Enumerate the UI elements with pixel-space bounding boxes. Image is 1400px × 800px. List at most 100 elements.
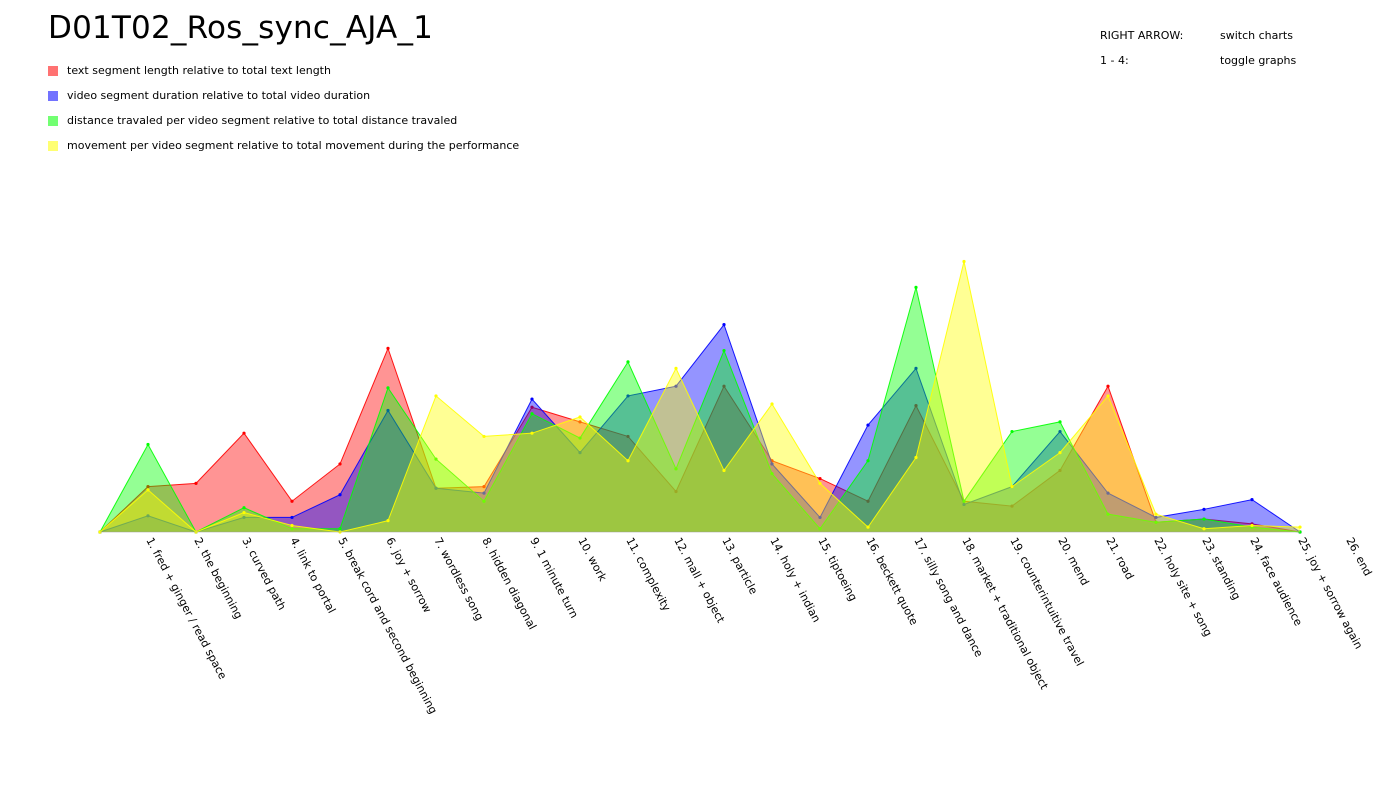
data-point	[818, 527, 822, 531]
data-point	[434, 486, 438, 490]
data-point	[290, 515, 294, 520]
tick-label: 24. face audience	[1247, 535, 1305, 628]
data-point	[482, 499, 486, 503]
data-point	[1250, 498, 1254, 502]
data-point	[722, 323, 726, 327]
tick-label: 5. break cord and second beginning	[335, 535, 439, 716]
data-point	[1154, 520, 1158, 524]
series-area	[100, 324, 1300, 532]
help-action: switch charts	[1220, 29, 1293, 42]
data-point	[386, 386, 390, 390]
series-line	[99, 287, 1301, 533]
help-row-toggle: 1 - 4: toggle graphs	[1100, 54, 1296, 79]
legend-item[interactable]: video segment duration relative to total…	[48, 83, 519, 108]
data-point	[578, 451, 582, 455]
data-point	[530, 431, 534, 435]
data-point	[866, 459, 870, 463]
tick-label: 1. fred + ginger / read space	[143, 535, 229, 681]
data-point	[962, 502, 966, 507]
data-point	[1202, 517, 1206, 521]
tick-label: 8. hidden diagonal	[479, 535, 539, 632]
tick-label: 15. tiptoeing	[815, 535, 859, 603]
data-point	[770, 472, 774, 476]
data-point	[290, 523, 294, 528]
tick-label: 26. end	[1343, 535, 1374, 578]
data-point	[530, 397, 534, 401]
data-point	[818, 476, 822, 481]
data-point	[722, 384, 726, 388]
data-point	[914, 366, 918, 370]
help-row-switch: RIGHT ARROW: switch charts	[1100, 29, 1296, 54]
data-point	[338, 462, 342, 466]
data-point	[1106, 394, 1110, 398]
data-point	[674, 467, 678, 471]
data-point	[338, 527, 342, 531]
data-point	[146, 442, 150, 447]
data-point	[146, 514, 150, 518]
data-point	[866, 525, 870, 529]
legend-swatch	[48, 115, 58, 126]
data-point	[290, 499, 294, 503]
help-key: 1 - 4:	[1100, 54, 1129, 67]
data-point	[146, 485, 150, 489]
help-action: toggle graphs	[1220, 54, 1297, 67]
series-line	[99, 261, 1301, 533]
data-point	[626, 394, 630, 398]
keyboard-help: RIGHT ARROW: switch charts 1 - 4: toggle…	[1100, 29, 1296, 79]
help-key: RIGHT ARROW:	[1100, 29, 1184, 42]
data-point	[1010, 429, 1014, 434]
legend-swatch	[48, 65, 58, 76]
data-point	[1058, 451, 1062, 455]
data-point	[1058, 468, 1062, 473]
data-point	[1154, 515, 1158, 520]
data-point	[1010, 504, 1014, 508]
data-point	[962, 259, 966, 264]
data-point	[242, 431, 246, 435]
data-point	[674, 366, 678, 370]
data-point	[866, 499, 870, 503]
data-point	[578, 420, 582, 424]
series-area	[100, 348, 1300, 532]
chart-title: D01T02_Ros_sync_AJA_1	[48, 10, 434, 46]
tick-label: 12. mall + object	[671, 535, 727, 625]
legend-swatch	[48, 140, 58, 151]
data-point	[770, 462, 774, 466]
data-point	[674, 384, 678, 388]
legend-item[interactable]: text segment length relative to total te…	[48, 58, 519, 83]
legend: text segment length relative to total te…	[48, 58, 519, 158]
tick-label: 18. market + traditional object	[959, 535, 1051, 692]
data-point	[914, 404, 918, 408]
data-point	[386, 408, 390, 413]
series-area	[100, 261, 1300, 532]
data-point	[914, 285, 918, 289]
data-point	[770, 402, 774, 406]
legend-item[interactable]: movement per video segment relative to t…	[48, 133, 519, 158]
data-point	[722, 348, 726, 353]
data-point	[386, 519, 390, 523]
data-point	[1106, 384, 1110, 388]
legend-item[interactable]: distance travaled per video segment rela…	[48, 108, 519, 133]
data-point	[722, 468, 726, 473]
tick-label: 7. wordless song	[431, 535, 486, 623]
data-point	[818, 515, 822, 520]
data-point	[338, 493, 342, 497]
series-line	[99, 346, 1301, 533]
legend-label: text segment length relative to total te…	[67, 64, 331, 77]
tick-label: 13. particle	[719, 535, 760, 596]
data-point	[1202, 527, 1206, 531]
data-point	[914, 455, 918, 460]
data-point	[626, 459, 630, 463]
data-point	[866, 423, 870, 427]
legend-label: movement per video segment relative to t…	[67, 139, 520, 152]
tick-label: 10. work	[575, 535, 609, 584]
data-point	[1202, 507, 1206, 511]
data-point	[146, 488, 150, 492]
tick-label: 6. joy + sorrow	[383, 535, 434, 615]
data-point	[530, 405, 534, 409]
data-point	[434, 457, 438, 461]
data-point	[626, 434, 630, 439]
data-point	[962, 499, 966, 503]
data-point	[434, 394, 438, 398]
data-point	[1298, 525, 1302, 529]
data-point	[242, 506, 246, 510]
